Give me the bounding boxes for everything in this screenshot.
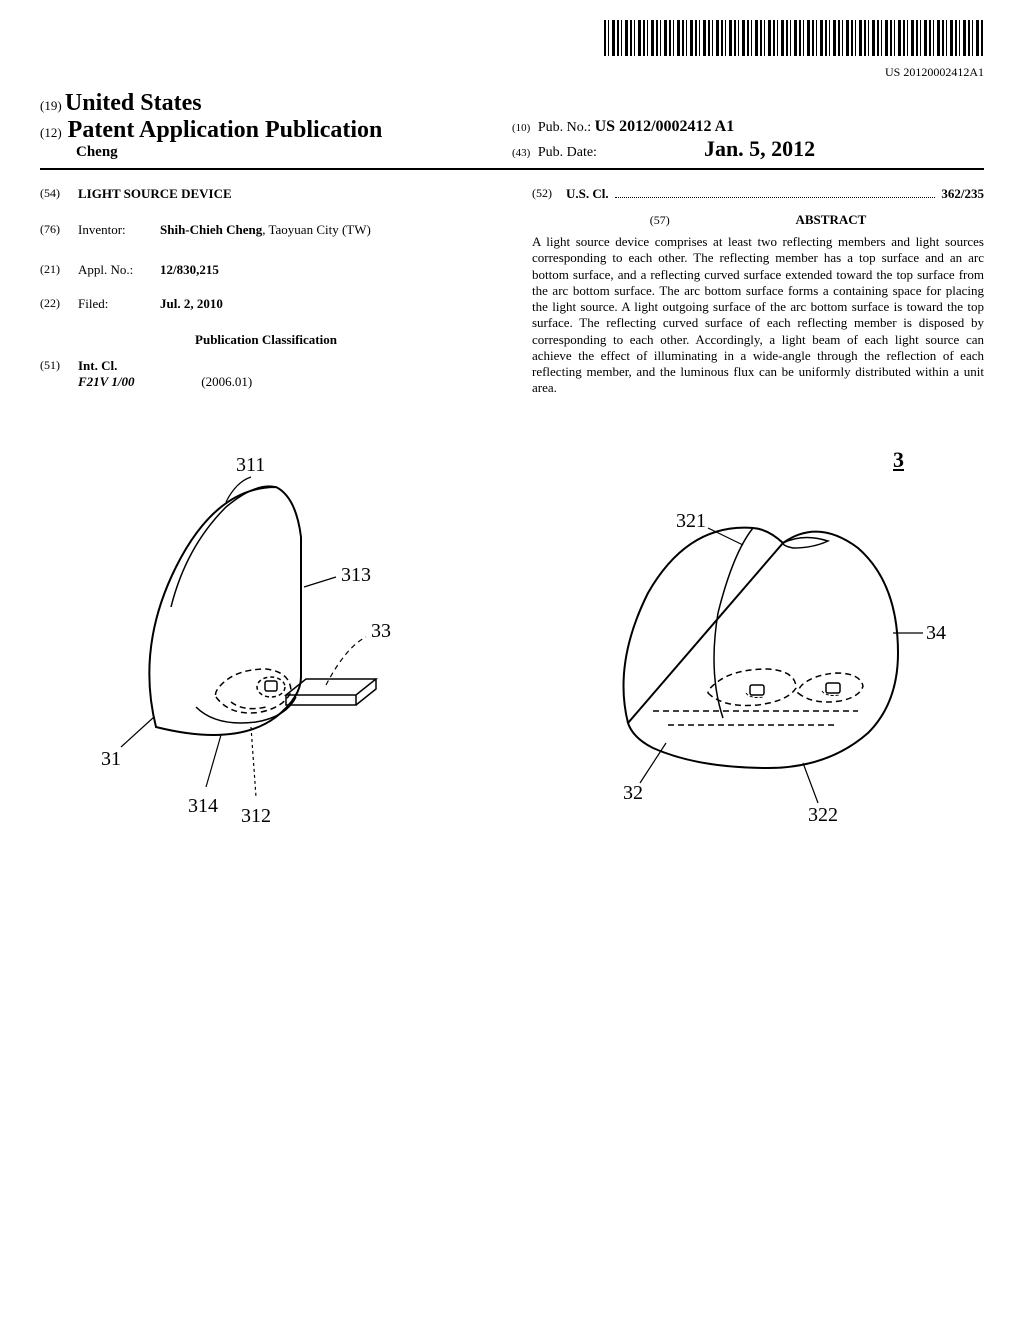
pub-type-code: (12) <box>40 125 62 141</box>
main-content: (54) LIGHT SOURCE DEVICE (76) Inventor: … <box>40 186 984 397</box>
int-cl-year: (2006.01) <box>201 374 252 389</box>
figures-row: 311 313 33 31 314 312 3 <box>40 447 984 847</box>
fig1-ref-33: 33 <box>371 620 391 642</box>
left-column: (54) LIGHT SOURCE DEVICE (76) Inventor: … <box>40 186 492 397</box>
int-cl-content: Int. Cl. F21V 1/00 (2006.01) <box>78 358 492 390</box>
abstract-text: A light source device comprises at least… <box>532 234 984 397</box>
country-name: United States <box>65 90 202 116</box>
int-cl-heading: Int. Cl. <box>78 358 492 374</box>
pub-date-code: (43) <box>512 147 530 159</box>
fig1-ref-311: 311 <box>236 454 265 476</box>
appl-row: (21) Appl. No.: 12/830,215 <box>40 262 492 278</box>
inventor-name: Shih-Chieh Cheng <box>160 222 262 237</box>
inventor-label: Inventor: <box>78 222 160 238</box>
fig1-ref-31: 31 <box>101 748 121 770</box>
us-cl-row: (52) U.S. Cl. 362/235 <box>532 186 984 202</box>
author-name: Cheng <box>76 144 512 161</box>
fig1-ref-314: 314 <box>188 795 218 817</box>
us-cl-dots <box>615 186 936 198</box>
inventor-value: Shih-Chieh Cheng, Taoyuan City (TW) <box>160 222 492 238</box>
figure-1: 311 313 33 31 314 312 <box>40 447 492 847</box>
header-right: (10) Pub. No.: US 2012/0002412 A1 (43) P… <box>512 90 984 162</box>
header-divider <box>40 168 984 170</box>
fig2-ref-34: 34 <box>926 622 946 644</box>
header-left: (19) United States (12) Patent Applicati… <box>40 90 512 162</box>
title-code: (54) <box>40 186 78 202</box>
us-cl-label: U.S. Cl. <box>566 186 609 202</box>
barcode-area <box>40 20 984 61</box>
appl-code: (21) <box>40 262 78 278</box>
figure-2: 3 <box>532 447 984 847</box>
fig2-ref-32: 32 <box>623 782 643 804</box>
pub-no-line: (10) Pub. No.: US 2012/0002412 A1 <box>512 118 984 136</box>
int-cl-value: F21V 1/00 <box>78 374 198 390</box>
pub-no-code: (10) <box>512 122 530 134</box>
us-cl-value: 362/235 <box>941 186 984 202</box>
right-column: (52) U.S. Cl. 362/235 (57) ABSTRACT A li… <box>532 186 984 397</box>
int-cl-row: (51) Int. Cl. F21V 1/00 (2006.01) <box>40 358 492 390</box>
pub-date-line: (43) Pub. Date: Jan. 5, 2012 <box>512 136 984 162</box>
pub-date-label: Pub. Date: <box>538 145 597 160</box>
filed-row: (22) Filed: Jul. 2, 2010 <box>40 296 492 312</box>
title-row: (54) LIGHT SOURCE DEVICE <box>40 186 492 202</box>
barcode-number: US 20120002412A1 <box>40 65 984 80</box>
pub-no-value: US 2012/0002412 A1 <box>595 118 735 135</box>
fig2-ref-321: 321 <box>676 510 706 532</box>
figure-2-label: 3 <box>893 447 904 473</box>
inventor-code: (76) <box>40 222 78 238</box>
fig2-ref-322: 322 <box>808 804 838 826</box>
filed-code: (22) <box>40 296 78 312</box>
barcode-graphic <box>604 20 984 56</box>
filed-value: Jul. 2, 2010 <box>160 296 492 312</box>
pub-date-value: Jan. 5, 2012 <box>704 136 815 161</box>
abstract-title: ABSTRACT <box>796 212 867 227</box>
int-cl-code: (51) <box>40 358 78 390</box>
inventor-location: Taoyuan City (TW) <box>269 222 371 237</box>
appl-label: Appl. No.: <box>78 262 160 278</box>
inventor-row: (76) Inventor: Shih-Chieh Cheng, Taoyuan… <box>40 222 492 238</box>
filed-label: Filed: <box>78 296 160 312</box>
pub-no-label: Pub. No.: <box>538 120 591 135</box>
country-line: (19) United States <box>40 90 512 117</box>
country-code: (19) <box>40 98 62 113</box>
abstract-code: (57) <box>650 213 670 227</box>
pub-type: Patent Application Publication <box>68 117 383 144</box>
figure-2-svg: 321 34 32 322 <box>558 493 958 833</box>
pub-class-heading: Publication Classification <box>40 332 492 348</box>
fig1-ref-313: 313 <box>341 564 371 586</box>
abstract-heading: (57) ABSTRACT <box>532 212 984 228</box>
fig1-ref-312: 312 <box>241 805 271 827</box>
figure-1-svg: 311 313 33 31 314 312 <box>76 447 456 847</box>
title-value: LIGHT SOURCE DEVICE <box>78 186 232 202</box>
pub-type-line: (12) Patent Application Publication <box>40 117 512 144</box>
appl-value: 12/830,215 <box>160 262 492 278</box>
us-cl-code: (52) <box>532 186 566 202</box>
header-row: (19) United States (12) Patent Applicati… <box>40 90 984 162</box>
